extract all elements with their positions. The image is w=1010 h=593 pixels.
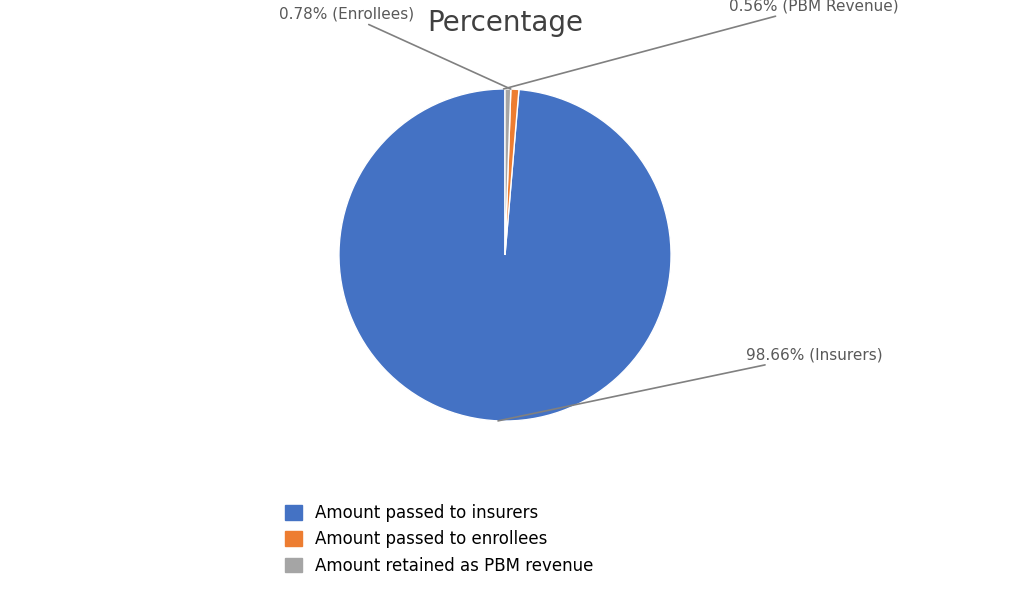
Text: 0.56% (PBM Revenue): 0.56% (PBM Revenue) — [504, 0, 899, 89]
Legend: Amount passed to insurers, Amount passed to enrollees, Amount retained as PBM re: Amount passed to insurers, Amount passed… — [285, 504, 594, 575]
Wedge shape — [339, 89, 671, 421]
Text: 98.66% (Insurers): 98.66% (Insurers) — [498, 347, 883, 421]
Wedge shape — [505, 89, 511, 255]
Title: Percentage: Percentage — [427, 9, 583, 37]
Text: 0.78% (Enrollees): 0.78% (Enrollees) — [279, 7, 511, 89]
Wedge shape — [505, 89, 519, 255]
